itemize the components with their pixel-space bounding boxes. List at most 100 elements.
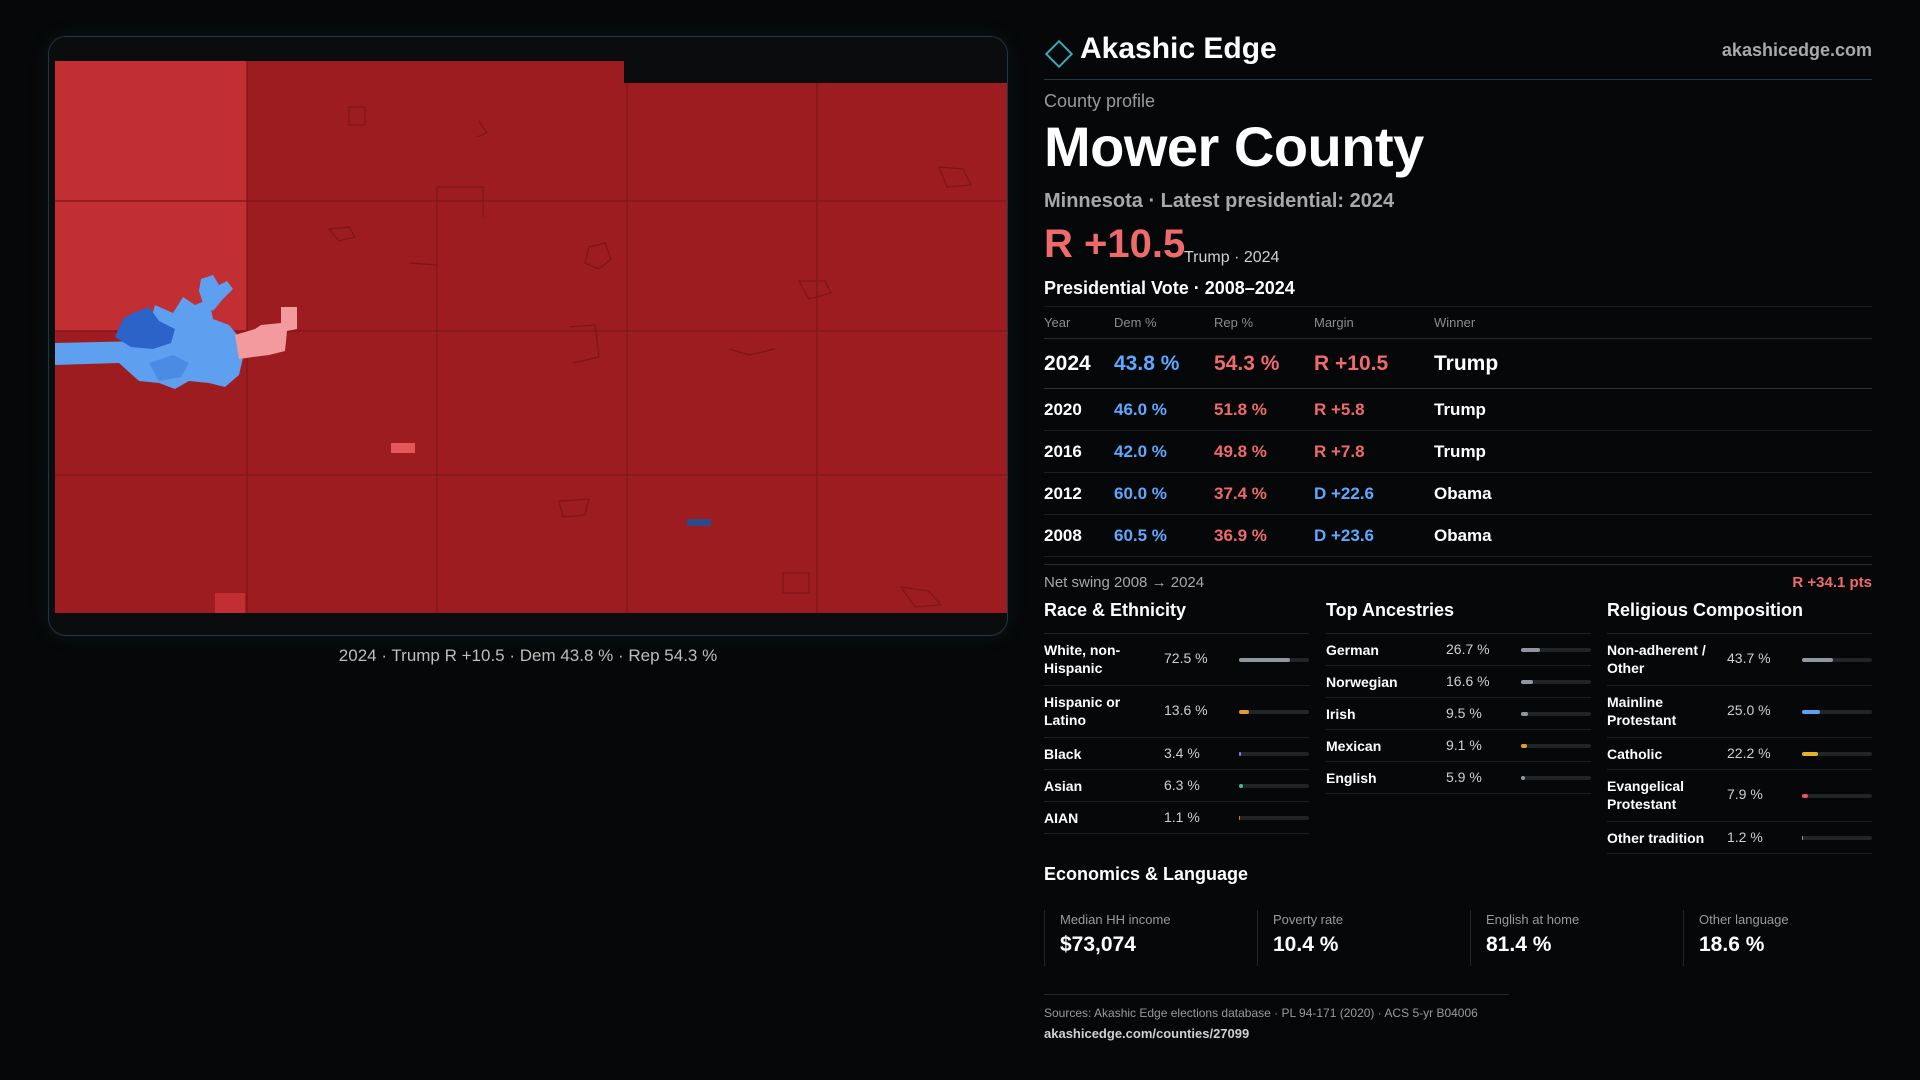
table-row: 2008 60.5 % 36.9 % D +23.6 Obama [1044,514,1872,557]
col-winner: Winner [1434,306,1872,339]
share-bar-fill [1521,776,1526,780]
share-bar-fill [1239,752,1242,756]
share-bar-fill [1802,836,1804,840]
county-map-panel[interactable] [48,36,1008,636]
winner-cell: Obama [1434,514,1872,557]
precinct-small-dem[interactable] [687,519,711,526]
share-bar-track [1802,710,1872,714]
profile-label: County profile [1044,91,1156,111]
share-bar-track [1239,816,1309,820]
stat-value: $73,074 [1060,933,1136,956]
margin-cell: D +22.6 [1314,472,1434,515]
share-bar-track [1521,680,1591,684]
precinct-city-north[interactable] [199,275,233,311]
dem-pct-cell: 60.0 % [1114,472,1214,515]
share-bar-fill [1802,658,1833,662]
item-label: Other tradition [1607,830,1705,846]
vote-table-body: 2024 43.8 % 54.3 % R +10.5 Trump 2020 46.0 % 51… [1044,338,1872,557]
county-page-link[interactable]: akashicedge.com/counties/27099 [1044,1026,1250,1041]
net-swing-label: Net swing 2008 → 2024 [1044,574,1205,591]
item-label: Mainline Protestant [1607,694,1677,728]
headline-margin-note: Trump · 2024 [1184,249,1280,266]
table-row: 2012 60.0 % 37.4 % D +22.6 Obama [1044,472,1872,515]
stat-label: English at home [1486,912,1580,927]
precinct-city-strong-dem[interactable] [115,307,175,349]
precinct-south-edge[interactable] [215,593,245,613]
share-bar-fill [1802,794,1808,798]
share-bar-track [1521,776,1591,780]
item-percent: 16.6 % [1446,673,1490,689]
precinct-nw[interactable] [55,61,247,201]
item-percent: 22.2 % [1727,745,1771,761]
stat-label: Median HH income [1060,912,1171,927]
item-percent: 25.0 % [1727,702,1771,718]
item-percent: 13.6 % [1164,702,1208,718]
share-bar-track [1802,794,1872,798]
col-rep: Rep % [1214,306,1314,339]
dem-pct-cell: 60.5 % [1114,514,1214,557]
dem-pct-cell: 43.8 % [1114,338,1214,389]
list-item: German 26.7 % [1326,634,1591,666]
ancestry-title: Top Ancestries [1326,600,1591,634]
brand-name[interactable]: Akashic Edge [1080,32,1277,65]
precinct-small-rep[interactable] [391,443,415,453]
table-header-row: Year Dem % Rep % Margin Winner [1044,306,1872,339]
share-bar-fill [1802,710,1820,714]
margin-cell: R +7.8 [1314,430,1434,473]
share-bar-fill [1802,752,1818,756]
precinct-map[interactable] [49,37,1008,636]
item-label: Irish [1326,706,1356,722]
economics-title: Economics & Language [1044,864,1249,884]
precinct-w[interactable] [55,201,247,331]
stat-card: Other language 18.6 % [1683,910,1890,966]
precinct-lean-rep[interactable] [235,307,297,359]
item-percent: 3.4 % [1164,745,1200,761]
item-label: AIAN [1044,810,1079,826]
list-item: Mainline Protestant 25.0 % [1607,686,1872,738]
item-label: White, non-Hispanic [1044,642,1121,676]
share-bar-track [1239,710,1309,714]
list-item: Black 3.4 % [1044,738,1309,770]
share-bar-fill [1521,648,1540,652]
item-label: English [1326,770,1377,786]
year-cell: 2020 [1044,388,1114,431]
vote-history-table: Year Dem % Rep % Margin Winner 2024 43.8 … [1044,306,1872,557]
table-row: 2020 46.0 % 51.8 % R +5.8 Trump [1044,388,1872,431]
margin-cell: R +5.8 [1314,388,1434,431]
list-item: White, non-Hispanic 72.5 % [1044,634,1309,686]
share-bar-fill [1239,816,1241,820]
brand-url-link[interactable]: akashicedge.com [1721,40,1872,60]
item-percent: 1.1 % [1164,809,1200,825]
winner-cell: Trump [1434,430,1872,473]
religion-section: Religious Composition Non-adherent / Oth… [1607,600,1872,854]
item-label: Non-adherent / Other [1607,642,1706,676]
brand-header: Akashic Edge akashicedge.com [1044,30,1872,80]
net-swing-value: R +34.1 pts [1792,574,1872,591]
winner-cell: Obama [1434,472,1872,515]
winner-cell: Trump [1434,388,1872,431]
vote-section-title: Presidential Vote · 2008–2024 [1044,278,1295,298]
item-percent: 26.7 % [1446,641,1490,657]
dem-pct-cell: 42.0 % [1114,430,1214,473]
list-item: Mexican 9.1 % [1326,730,1591,762]
share-bar-track [1239,658,1309,662]
rep-pct-cell: 37.4 % [1214,472,1314,515]
race-list: White, non-Hispanic 72.5 % Hispanic or Lat… [1044,634,1309,834]
item-label: Catholic [1607,746,1663,762]
precinct-city-south[interactable] [149,355,189,381]
stat-value: 81.4 % [1486,933,1552,956]
race-title: Race & Ethnicity [1044,600,1309,634]
item-label: German [1326,642,1379,658]
share-bar-fill [1521,712,1528,716]
item-percent: 9.1 % [1446,737,1482,753]
item-percent: 9.5 % [1446,705,1482,721]
stat-card: English at home 81.4 % [1470,910,1677,966]
net-swing-row: Net swing 2008 → 2024 R +34.1 pts [1044,564,1872,594]
share-bar-fill [1521,680,1533,684]
footer-divider [1044,994,1509,995]
ancestry-section: Top Ancestries German 26.7 % Norwegian 16.6… [1326,600,1591,794]
share-bar-track [1521,648,1591,652]
col-year: Year [1044,306,1114,339]
share-bar-track [1802,752,1872,756]
rep-pct-cell: 49.8 % [1214,430,1314,473]
